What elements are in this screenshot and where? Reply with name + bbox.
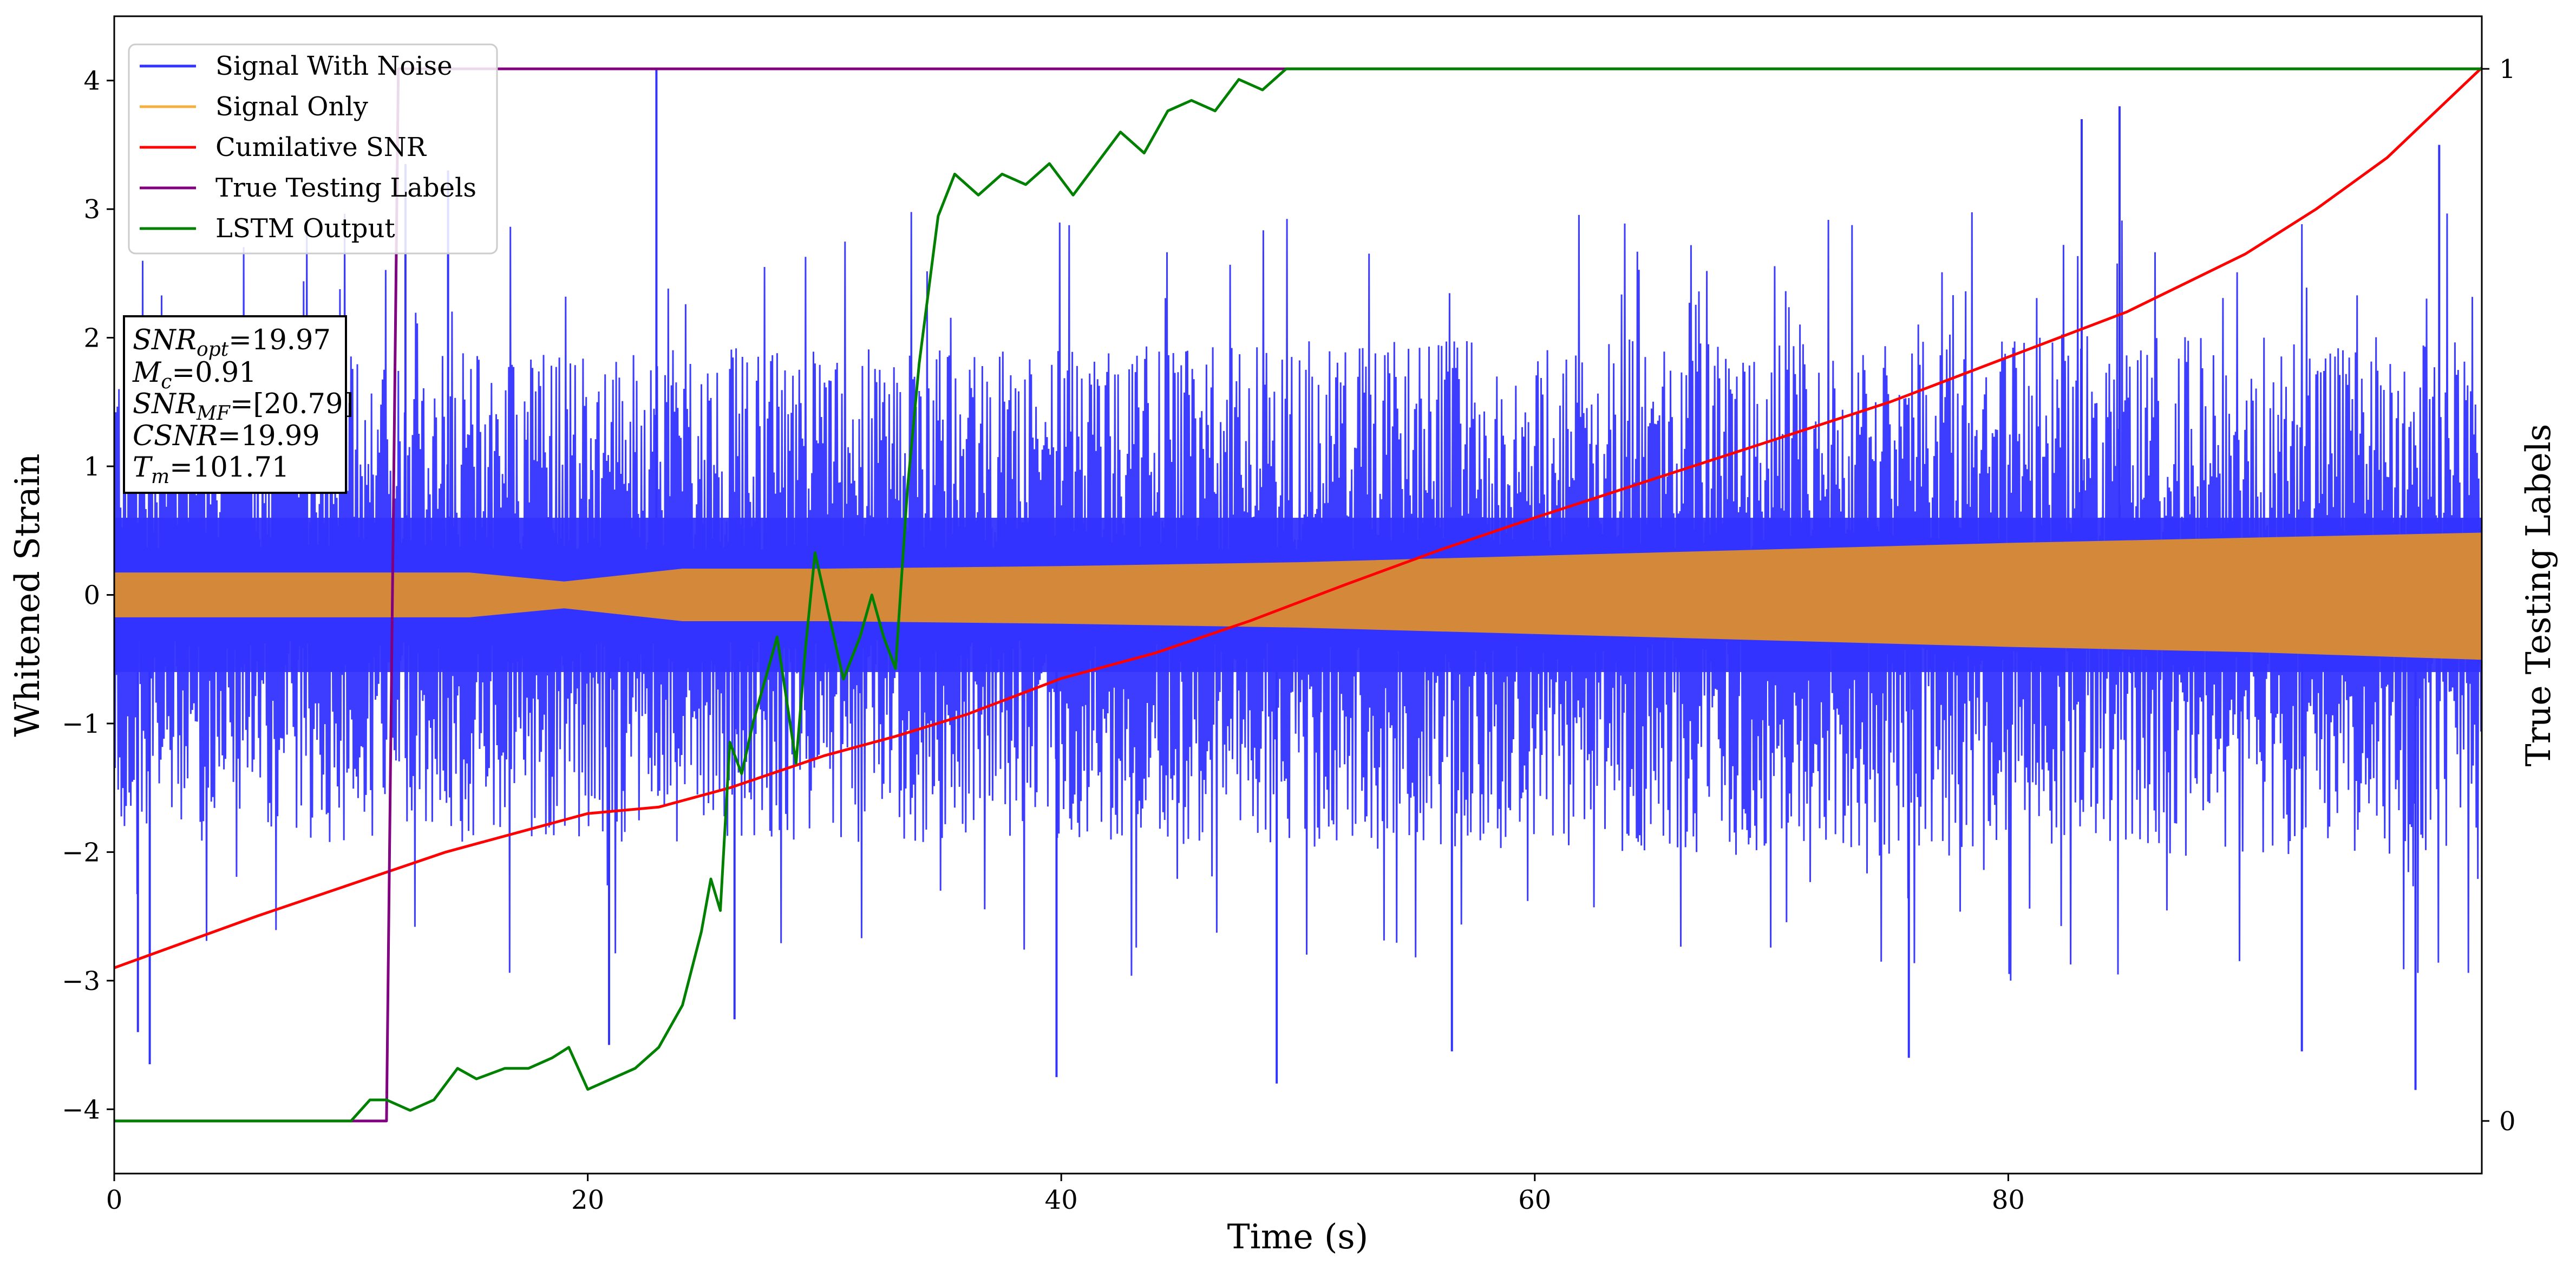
info-line-2-name: SNR xyxy=(133,388,197,420)
y-tick-label-4: 4 xyxy=(83,66,100,96)
legend-label-lstm: LSTM Output xyxy=(215,213,395,244)
y-tick-label-0: 0 xyxy=(83,581,100,611)
info-line-0-name: SNR xyxy=(133,324,197,356)
y-tick-label-2: 2 xyxy=(83,323,100,354)
legend: Signal With Noise Signal Only Cumilative… xyxy=(128,43,498,255)
x-tick-label-40: 40 xyxy=(1045,1185,1078,1215)
y2-tick-label-1: 1 xyxy=(2499,54,2516,84)
info-line-4-name: T xyxy=(133,452,153,484)
info-box-frame xyxy=(123,315,347,494)
x-tick-label-20: 20 xyxy=(571,1185,604,1215)
legend-label-labels: True Testing Labels xyxy=(215,173,476,203)
legend-label-noise: Signal With Noise xyxy=(215,51,453,81)
y-tick-label--2: −2 xyxy=(62,837,100,868)
signal-only-band xyxy=(114,532,2482,660)
info-line-1-value: =0.91 xyxy=(172,357,256,389)
info-line-3-name: CSNR xyxy=(133,420,218,452)
info-line-csnr: CSNR=19.99 xyxy=(133,420,320,452)
info-line-4-value: =101.71 xyxy=(169,452,289,484)
y-tick-label--4: −4 xyxy=(62,1094,100,1125)
info-line-2-value: =[20.79] xyxy=(230,388,354,420)
x-tick-label-60: 60 xyxy=(1518,1185,1551,1215)
info-line-2-sub: MF xyxy=(196,402,231,425)
lstm-output-line xyxy=(114,67,2482,1123)
signal-series-group xyxy=(114,532,2482,660)
legend-label-csnr: Cumilative SNR xyxy=(215,132,427,162)
cumulative-snr-line xyxy=(114,67,2482,969)
y-tick-label-3: 3 xyxy=(83,194,100,225)
x-tick-label-80: 80 xyxy=(1992,1185,2025,1215)
y-tick-label--1: −1 xyxy=(62,709,100,739)
info-line-mc: Mc=0.91 xyxy=(132,357,257,393)
info-line-1-sub: c xyxy=(161,371,172,393)
info-line-tm: Tm=101.71 xyxy=(133,452,289,488)
info-line-4-sub: m xyxy=(151,466,169,488)
legend-frame xyxy=(128,43,498,255)
info-line-0-sub: opt xyxy=(197,338,229,361)
info-line-snr-mf: SNRMF=[20.79] xyxy=(133,388,354,425)
y-axis-title: Whitened Strain xyxy=(8,453,47,737)
y2-tick-label-0: 0 xyxy=(2499,1106,2516,1137)
y-tick-label--3: −3 xyxy=(62,966,100,996)
legend-label-signal: Signal Only xyxy=(215,92,368,122)
line-series-group xyxy=(114,67,2482,1123)
info-line-0-value: =19.97 xyxy=(228,324,331,356)
info-line-snr-opt: SNRopt=19.97 xyxy=(133,324,331,361)
x-tick-label-0: 0 xyxy=(106,1185,123,1215)
x-axis-title: Time (s) xyxy=(1227,1217,1369,1256)
info-box: SNRopt=19.97 Mc=0.91 SNRMF=[20.79] CSNR=… xyxy=(123,315,354,494)
y2-axis-title: True Testing Labels xyxy=(2519,424,2558,767)
y-tick-label-1: 1 xyxy=(83,452,100,482)
info-line-1-name: M xyxy=(132,357,162,389)
info-line-3-value: =19.99 xyxy=(218,420,320,452)
